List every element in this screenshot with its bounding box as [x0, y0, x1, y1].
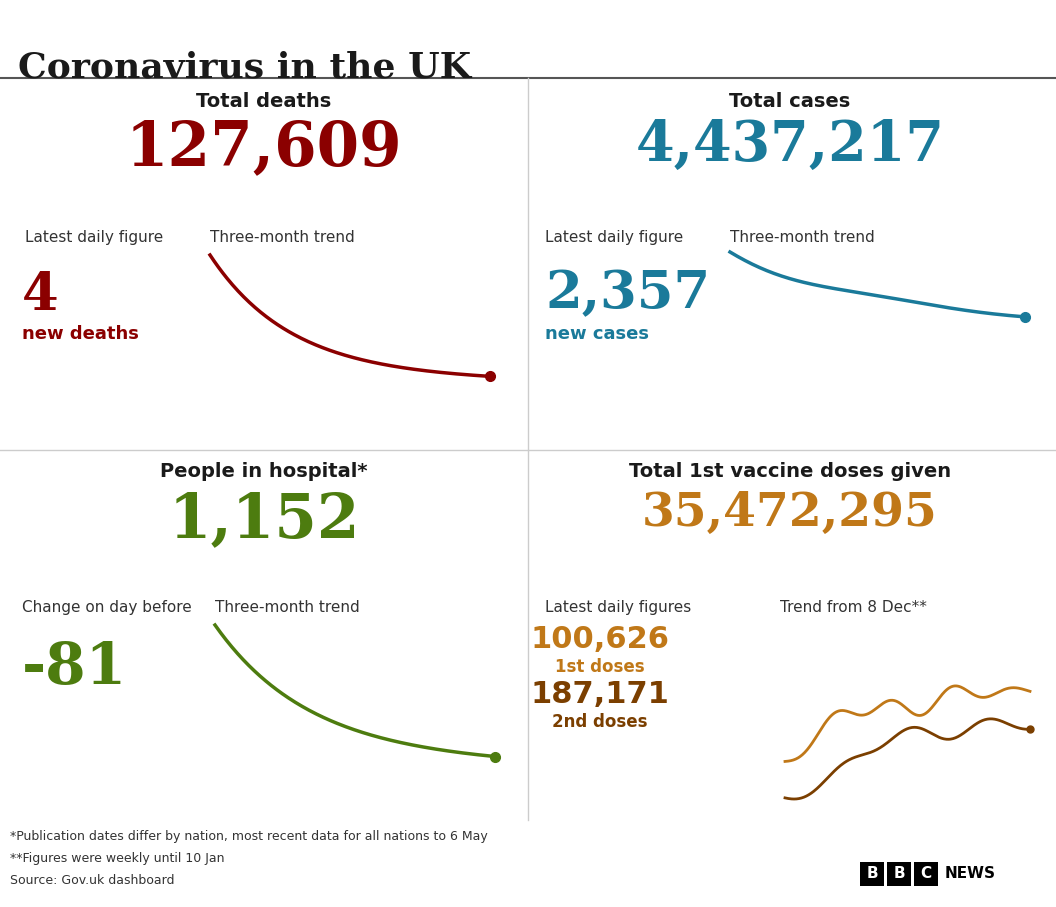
Text: Three-month trend: Three-month trend — [730, 230, 874, 245]
Text: **Figures were weekly until 10 Jan: **Figures were weekly until 10 Jan — [10, 852, 225, 865]
Text: People in hospital*: People in hospital* — [161, 462, 367, 481]
Text: Coronavirus in the UK: Coronavirus in the UK — [18, 50, 471, 84]
Text: 1st doses: 1st doses — [555, 658, 645, 676]
Bar — [860, 862, 884, 886]
Bar — [914, 862, 938, 886]
Bar — [887, 862, 911, 886]
Text: 2,357: 2,357 — [545, 268, 710, 319]
Text: 100,626: 100,626 — [530, 625, 670, 654]
Text: B: B — [866, 866, 878, 882]
Text: Three-month trend: Three-month trend — [210, 230, 355, 245]
Text: -81: -81 — [22, 640, 128, 696]
Text: *Publication dates differ by nation, most recent data for all nations to 6 May: *Publication dates differ by nation, mos… — [10, 830, 488, 843]
Text: 4: 4 — [22, 270, 59, 321]
Text: Total cases: Total cases — [730, 92, 851, 111]
Text: Source: Gov.uk dashboard: Source: Gov.uk dashboard — [10, 874, 174, 887]
Text: new deaths: new deaths — [22, 325, 139, 343]
Text: Trend from 8 Dec**: Trend from 8 Dec** — [780, 600, 927, 615]
Text: Latest daily figures: Latest daily figures — [545, 600, 692, 615]
Text: NEWS: NEWS — [945, 866, 996, 882]
Text: B: B — [893, 866, 905, 882]
Text: new cases: new cases — [545, 325, 649, 343]
Text: Latest daily figure: Latest daily figure — [545, 230, 683, 245]
Text: Change on day before: Change on day before — [22, 600, 192, 615]
Text: Total deaths: Total deaths — [196, 92, 332, 111]
Text: 2nd doses: 2nd doses — [552, 713, 647, 731]
Text: Three-month trend: Three-month trend — [215, 600, 360, 615]
Text: 1,152: 1,152 — [168, 490, 360, 550]
Text: 127,609: 127,609 — [126, 118, 402, 178]
Text: Latest daily figure: Latest daily figure — [25, 230, 164, 245]
Text: Total 1st vaccine doses given: Total 1st vaccine doses given — [629, 462, 951, 481]
Text: 4,437,217: 4,437,217 — [636, 118, 944, 173]
Text: 35,472,295: 35,472,295 — [642, 490, 938, 536]
Text: C: C — [921, 866, 931, 882]
Text: 187,171: 187,171 — [530, 680, 670, 709]
